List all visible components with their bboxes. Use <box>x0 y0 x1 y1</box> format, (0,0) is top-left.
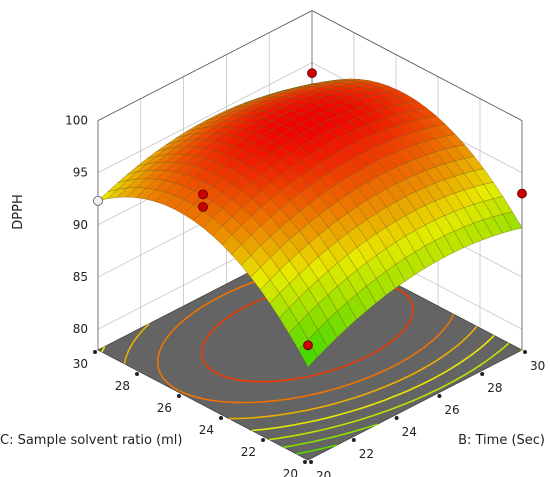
x-tick-label: 20 <box>316 469 331 477</box>
design-point <box>303 340 313 351</box>
x-tick-mark <box>437 394 442 398</box>
design-points <box>93 68 527 351</box>
design-point <box>198 201 208 212</box>
design-point <box>517 188 527 199</box>
x-axis-label: B: Time (Sec) <box>458 433 545 448</box>
x-tick-mark <box>394 416 399 420</box>
design-point <box>198 189 208 200</box>
z-tick-label: 95 <box>73 166 88 180</box>
x-tick-mark <box>309 460 313 464</box>
x-tick-label: 22 <box>359 447 374 461</box>
z-axis-ticks: 80 85 90 95 100 <box>65 114 88 337</box>
y-axis-label: C: Sample solvent ratio (ml) <box>0 433 183 448</box>
y-tick-label: 22 <box>241 445 256 459</box>
design-point <box>307 68 317 79</box>
x-tick-label: 30 <box>530 359 545 373</box>
contour-line <box>100 334 495 432</box>
y-tick-label: 24 <box>199 423 214 437</box>
y-tick-label: 26 <box>157 401 172 415</box>
y-tick-mark <box>219 416 223 420</box>
y-tick-mark <box>135 372 139 376</box>
y-tick-mark <box>261 438 265 442</box>
y-tick-label: 20 <box>283 467 298 477</box>
y-tick-label: 28 <box>115 379 130 393</box>
y-tick-mark <box>93 350 97 354</box>
x-tick-mark <box>351 438 356 442</box>
y-axis-ticks: 20 22 24 26 28 30 <box>73 350 307 477</box>
x-tick-mark <box>523 350 527 354</box>
z-tick-label: 100 <box>65 114 88 128</box>
z-tick-label: 85 <box>73 270 88 284</box>
design-point-low <box>93 195 103 206</box>
contour-line <box>283 349 523 448</box>
contour-line <box>268 342 510 441</box>
back-wall-gridline <box>97 62 313 174</box>
x-axis-ticks: 20 22 24 26 28 30 <box>309 350 545 477</box>
response-surface <box>97 78 523 368</box>
x-tick-label: 24 <box>402 425 417 439</box>
x-tick-mark <box>480 372 485 376</box>
box-top-edge <box>97 10 313 121</box>
x-tick-label: 26 <box>444 403 459 417</box>
x-tick-label: 28 <box>487 381 502 395</box>
z-tick-label: 90 <box>73 218 88 232</box>
box-top-edge <box>311 10 523 121</box>
y-tick-mark <box>303 460 307 464</box>
y-tick-label: 30 <box>73 357 88 371</box>
y-tick-mark <box>177 394 181 398</box>
z-axis-label: DPPH <box>11 194 26 229</box>
z-tick-label: 80 <box>73 322 88 336</box>
contour-line <box>296 444 338 455</box>
